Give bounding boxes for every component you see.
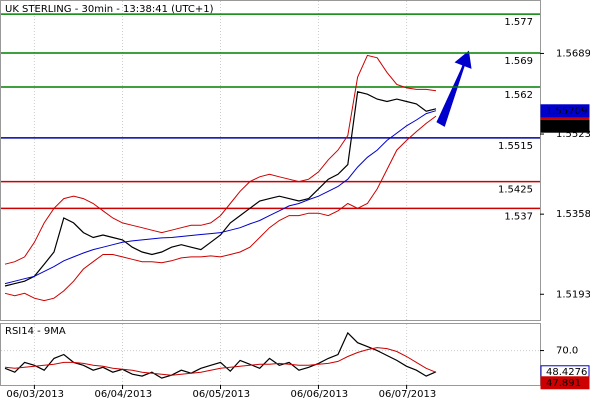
series-line xyxy=(4,331,437,379)
series-line xyxy=(4,115,437,302)
price-marker-label: 47.891 xyxy=(546,378,581,389)
y-tick-label: 70.0 xyxy=(556,346,578,357)
series-line xyxy=(4,54,437,265)
y-tick-label: 1.5358 xyxy=(556,209,590,220)
level-label: 1.577 xyxy=(504,17,533,28)
price-marker xyxy=(540,104,590,118)
level-label: 1.5515 xyxy=(498,141,533,152)
x-tick-label: 06/03/2013 xyxy=(6,389,64,400)
y-tick-label: 1.5689 xyxy=(556,48,590,59)
y-tick-label: 1.5193 xyxy=(556,289,590,300)
price-marker-label: 1.55709 xyxy=(546,106,587,117)
price-panel xyxy=(0,0,541,321)
x-tick-label: 06/07/2013 xyxy=(379,389,437,400)
price-marker-label: 48.4276 xyxy=(546,367,587,378)
level-label: 1.537 xyxy=(504,211,533,222)
x-tick-label: 06/05/2013 xyxy=(193,389,251,400)
chart-title: UK STERLING - 30min - 13:38:41 (UTC+1) xyxy=(5,4,214,15)
x-tick-label: 06/06/2013 xyxy=(290,389,348,400)
price-marker xyxy=(540,119,590,133)
y-tick-label: 1.5523 xyxy=(556,129,590,140)
price-marker-label: 1.5575 xyxy=(546,121,581,132)
x-tick-label: 06/04/2013 xyxy=(95,389,153,400)
series-line xyxy=(4,110,437,285)
rsi-title: RSI14 - 9MA xyxy=(5,326,66,337)
forecast-arrow xyxy=(436,50,472,127)
level-label: 1.562 xyxy=(504,90,533,101)
level-label: 1.5425 xyxy=(498,185,533,196)
series-line xyxy=(4,347,437,376)
series-line xyxy=(4,91,437,287)
level-label: 1.569 xyxy=(504,56,533,67)
price-marker xyxy=(540,376,590,390)
rsi-panel xyxy=(0,323,541,386)
